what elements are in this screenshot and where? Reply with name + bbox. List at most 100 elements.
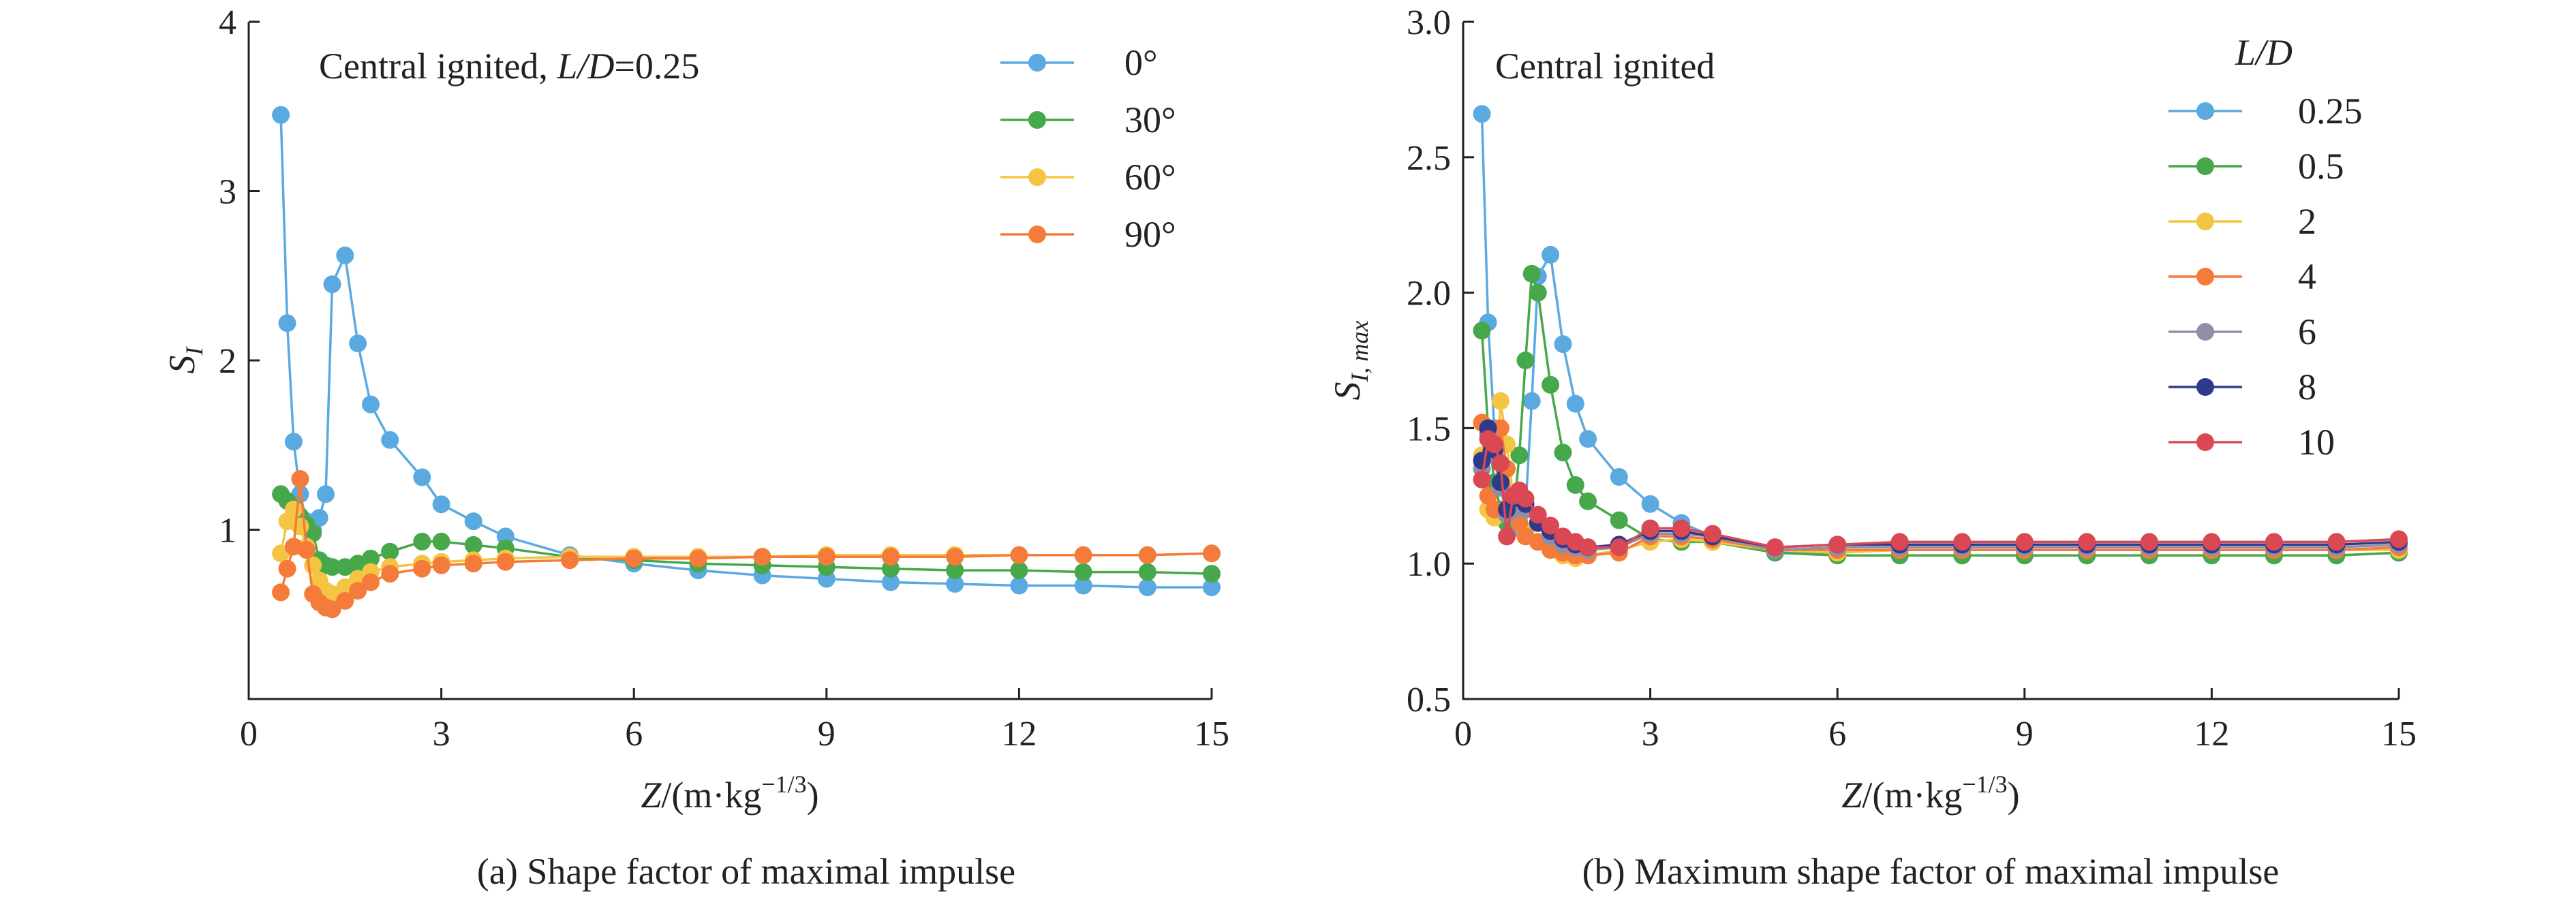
data-point [1641, 495, 1659, 513]
legend-label: 6 [2298, 311, 2316, 352]
y-tick-label: 2.0 [1407, 275, 1451, 313]
legend-item-2: 2 [2168, 201, 2316, 242]
legend-label: 0° [1124, 42, 1158, 83]
data-point [272, 106, 290, 124]
panel-b-annotation: Central ignited [1495, 46, 1715, 87]
y-tick-label: 1.5 [1407, 409, 1451, 448]
data-point [1491, 454, 1509, 473]
legend-marker [1028, 54, 1046, 72]
data-point [1485, 435, 1503, 454]
data-point [349, 582, 367, 600]
legend-marker [2196, 157, 2214, 175]
data-point [381, 542, 399, 561]
panel-b: 0 3 6 9 12 15 0.5 1.0 1.5 2.0 2.5 3.0 Central ignit… [1327, 3, 2417, 892]
data-point [1542, 516, 1560, 535]
data-point [1579, 492, 1597, 510]
y-tick-label: 2.5 [1407, 139, 1451, 178]
legend-label: 30° [1124, 99, 1176, 140]
data-point [413, 532, 431, 550]
panel-b-x-axis-title: Z/(m·kg−1/3) [1841, 771, 2019, 816]
series-line [1480, 433, 2399, 552]
data-point [1529, 283, 1547, 302]
data-point [464, 536, 482, 554]
data-point [1704, 525, 1722, 543]
data-point [1566, 394, 1584, 413]
data-point [336, 591, 354, 610]
series-0.25 [1473, 105, 2408, 565]
data-point [1473, 322, 1491, 340]
data-point [1010, 561, 1028, 580]
legend-marker [2196, 213, 2214, 230]
data-point [882, 573, 900, 591]
data-point [1074, 576, 1092, 595]
legend-label: 0.5 [2298, 146, 2344, 187]
data-point [291, 470, 309, 488]
legend-label: 2 [2298, 201, 2316, 242]
legend-title: L/D [2235, 32, 2293, 73]
data-point [381, 431, 399, 449]
y-tick-label: 3.0 [1407, 3, 1451, 42]
data-point [946, 575, 964, 593]
panel-a-y-axis-title: SI [162, 346, 208, 374]
series-10 [1473, 430, 2408, 557]
panel-b-y-axis-title: SI, max [1327, 320, 1373, 400]
data-point [278, 314, 296, 332]
data-point [1138, 578, 1156, 596]
data-point [2390, 530, 2408, 548]
data-point [1510, 514, 1529, 532]
legend-label: 0.25 [2298, 91, 2363, 131]
series-line [1480, 436, 2399, 549]
legend-marker [2196, 102, 2214, 120]
y-tick-label: 3 [219, 173, 236, 212]
data-point [381, 565, 399, 583]
series-0.5 [1473, 264, 2408, 565]
data-point [1491, 473, 1509, 491]
panel-a-x-axis-title: Z/(m·kg−1/3) [641, 771, 818, 816]
x-tick-label: 0 [240, 715, 258, 754]
x-tick-label: 15 [2381, 715, 2417, 754]
x-tick-label: 12 [2194, 715, 2229, 754]
data-point [284, 500, 303, 518]
data-point [272, 583, 290, 602]
x-tick-label: 9 [2016, 715, 2034, 754]
panel-b-series-group [1473, 105, 2408, 568]
legend-label: 4 [2298, 256, 2316, 297]
legend-label: 60° [1124, 157, 1176, 198]
panel-a-series-group [272, 106, 1221, 619]
x-tick-label: 3 [433, 715, 450, 754]
data-point [946, 561, 964, 580]
panel-a-caption: (a) Shape factor of maximal impulse [477, 851, 1015, 892]
series-0° [272, 106, 1221, 596]
y-tick-label: 1 [219, 512, 236, 550]
data-point [1953, 533, 1972, 551]
panel-a-legend: 0° 30° 60° 90° [1000, 42, 1176, 255]
y-tick-label: 4 [219, 3, 236, 42]
legend-item-0.5: 0.5 [2168, 146, 2344, 187]
data-point [1203, 544, 1221, 563]
data-point [1203, 578, 1221, 596]
data-point [946, 548, 964, 566]
data-point [1473, 470, 1491, 488]
data-point [1491, 392, 1509, 410]
data-point [882, 548, 900, 566]
data-point [432, 556, 450, 574]
y-tick-label: 2 [219, 342, 236, 381]
data-point [1529, 506, 1547, 524]
data-point [464, 555, 482, 573]
data-point [362, 395, 380, 414]
data-point [753, 548, 771, 566]
x-tick-label: 3 [1642, 715, 1659, 754]
data-point [413, 468, 431, 486]
data-point [2327, 533, 2346, 551]
x-tick-label: 0 [1454, 715, 1472, 754]
panel-b-legend: L/D0.25 0.5 2 4 6 8 10 [2168, 32, 2363, 463]
data-point [464, 512, 482, 531]
data-point [1074, 563, 1092, 581]
data-point [2015, 533, 2034, 551]
data-point [2203, 533, 2221, 551]
data-point [1610, 511, 1628, 529]
data-point [323, 275, 341, 294]
data-point [1138, 563, 1156, 581]
